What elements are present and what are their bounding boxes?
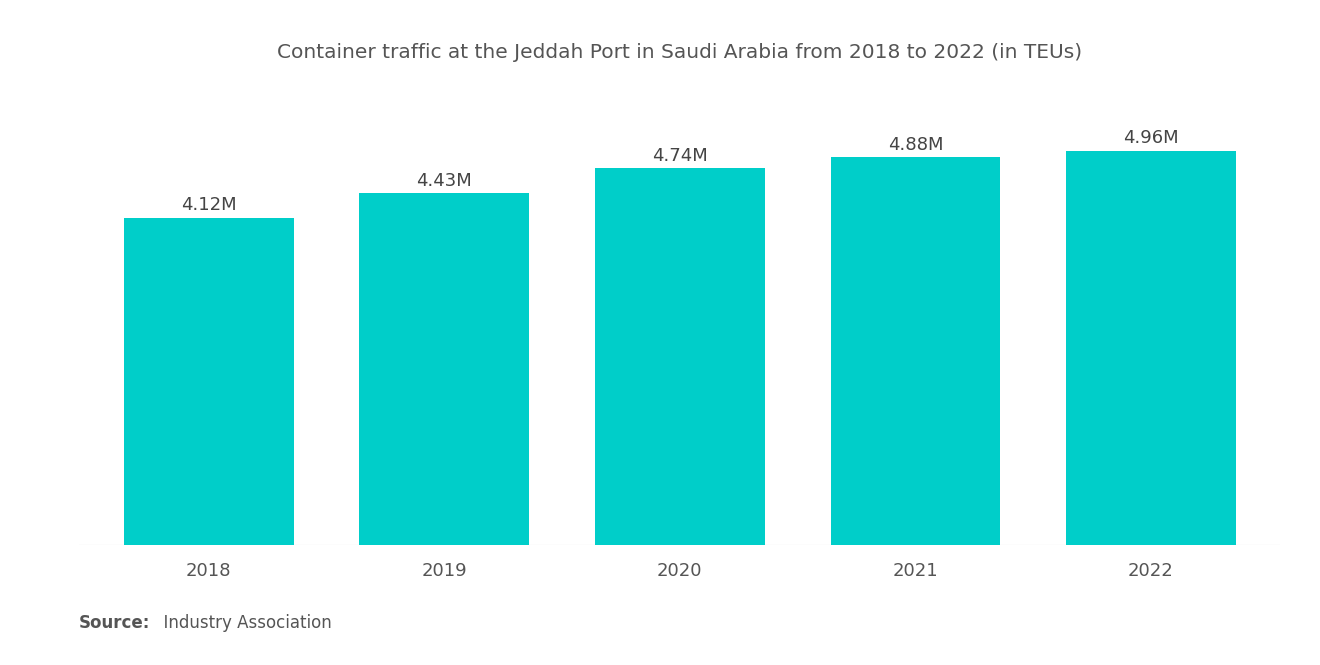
Bar: [595, 168, 764, 545]
Text: Source:: Source:: [79, 614, 150, 632]
Bar: [830, 157, 1001, 545]
Bar: [1067, 151, 1236, 545]
Title: Container traffic at the Jeddah Port in Saudi Arabia from 2018 to 2022 (in TEUs): Container traffic at the Jeddah Port in …: [277, 43, 1082, 62]
Text: 4.88M: 4.88M: [887, 136, 942, 154]
Bar: [124, 217, 293, 545]
Text: 4.12M: 4.12M: [181, 196, 236, 214]
Text: 4.43M: 4.43M: [416, 172, 473, 190]
Text: 4.74M: 4.74M: [652, 147, 708, 165]
Text: Industry Association: Industry Association: [153, 614, 331, 632]
Bar: [359, 193, 529, 545]
Text: 4.96M: 4.96M: [1123, 130, 1179, 148]
